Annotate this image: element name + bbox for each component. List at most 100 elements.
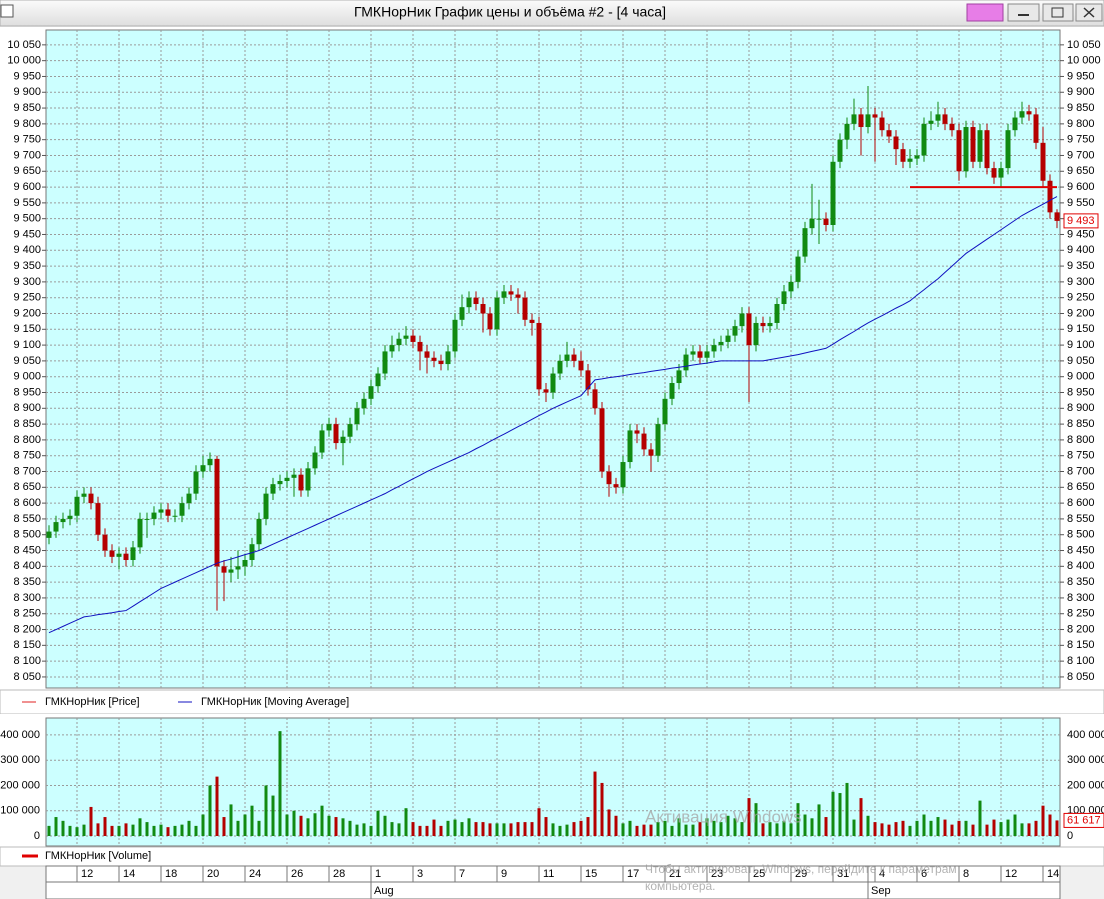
volume-bar bbox=[292, 810, 296, 836]
date-label: 14 bbox=[123, 868, 135, 880]
volume-bar bbox=[775, 823, 779, 836]
volume-bar bbox=[124, 823, 128, 836]
volume-bar bbox=[509, 823, 513, 836]
volume-bar bbox=[516, 822, 520, 836]
candle-body bbox=[361, 398, 367, 409]
volume-bar bbox=[866, 815, 870, 836]
candle-body bbox=[214, 458, 220, 567]
volume-bar bbox=[383, 815, 387, 836]
legend-label: ГМКНорНик [Moving Average] bbox=[201, 696, 349, 708]
volume-bar bbox=[299, 815, 303, 836]
volume-bar bbox=[362, 823, 366, 836]
y-tick-label: 9 650 bbox=[13, 165, 41, 177]
candle-body bbox=[340, 436, 346, 444]
volume-bar bbox=[250, 805, 254, 836]
y-tick-label-right: 8 500 bbox=[1067, 529, 1095, 541]
candle-body bbox=[312, 452, 318, 469]
candle-body bbox=[221, 566, 227, 573]
y-tick-label-right: 9 150 bbox=[1067, 323, 1095, 335]
volume-bar bbox=[201, 814, 205, 836]
volume-bar bbox=[621, 823, 625, 836]
y-tick-label: 8 300 bbox=[13, 592, 41, 604]
candle-body bbox=[396, 338, 402, 346]
candle-body bbox=[207, 458, 213, 466]
candle-body bbox=[522, 297, 528, 320]
y-tick-label: 9 350 bbox=[13, 260, 41, 272]
candle-body bbox=[46, 531, 52, 538]
candle-body bbox=[305, 468, 311, 491]
volume-tick-label-right: 200 000 bbox=[1067, 779, 1104, 791]
candle-body bbox=[144, 518, 150, 520]
candle-body bbox=[935, 114, 941, 121]
volume-bar bbox=[1020, 823, 1024, 836]
candle-body bbox=[697, 351, 703, 358]
candle-body bbox=[249, 544, 255, 561]
volume-bar bbox=[257, 820, 261, 836]
candle-body bbox=[298, 474, 304, 491]
candle-body bbox=[676, 370, 682, 384]
volume-bar bbox=[656, 822, 660, 836]
candle-body bbox=[284, 477, 290, 481]
candle-body bbox=[627, 430, 633, 463]
volume-bar bbox=[733, 818, 737, 836]
volume-bar bbox=[1034, 820, 1038, 836]
candle-body bbox=[172, 515, 178, 517]
maximize-button[interactable] bbox=[1042, 3, 1074, 22]
candle-body bbox=[515, 294, 521, 298]
volume-bar bbox=[838, 793, 842, 836]
date-label: 17 bbox=[627, 868, 639, 880]
y-tick-label-right: 9 800 bbox=[1067, 118, 1095, 130]
y-tick-label: 9 600 bbox=[13, 181, 41, 193]
window-icon[interactable] bbox=[0, 4, 14, 18]
candle-body bbox=[571, 354, 577, 361]
date-label: 29 bbox=[795, 868, 807, 880]
candle-body bbox=[1005, 130, 1011, 169]
volume-bar bbox=[453, 819, 457, 836]
volume-bar bbox=[551, 823, 555, 836]
volume-tick-label-right: 0 bbox=[1067, 830, 1073, 842]
title-bar bbox=[0, 0, 1104, 27]
candle-body bbox=[879, 117, 885, 131]
candle-body bbox=[1040, 142, 1046, 181]
volume-bar bbox=[971, 824, 975, 836]
y-tick-label: 9 300 bbox=[13, 276, 41, 288]
y-tick-label-right: 9 050 bbox=[1067, 355, 1095, 367]
candle-body bbox=[606, 471, 612, 485]
last-volume-box bbox=[1063, 812, 1104, 828]
y-tick-label-right: 8 550 bbox=[1067, 513, 1095, 525]
minimize-button[interactable] bbox=[1007, 3, 1040, 22]
candle-body bbox=[123, 553, 129, 561]
volume-bar bbox=[110, 825, 114, 836]
volume-bar bbox=[439, 825, 443, 836]
candle-body bbox=[802, 228, 808, 257]
volume-bar bbox=[754, 803, 758, 836]
y-tick-label: 9 500 bbox=[13, 213, 41, 225]
candle-body bbox=[865, 114, 871, 128]
y-tick-label-right: 9 100 bbox=[1067, 339, 1095, 351]
volume-bar bbox=[579, 820, 583, 836]
candle-body bbox=[494, 297, 500, 330]
y-tick-label: 8 800 bbox=[13, 434, 41, 446]
volume-bar bbox=[481, 822, 485, 836]
candle-body bbox=[445, 351, 451, 365]
price-plot bbox=[45, 29, 1061, 689]
date-label: 25 bbox=[753, 868, 765, 880]
candle-body bbox=[424, 351, 430, 358]
y-tick-label-right: 8 100 bbox=[1067, 655, 1095, 667]
pin-button[interactable] bbox=[966, 3, 1004, 22]
volume-bar bbox=[138, 818, 142, 836]
candle-body bbox=[557, 360, 563, 374]
volume-bar bbox=[607, 809, 611, 836]
y-tick-label-right: 8 150 bbox=[1067, 639, 1095, 651]
candle-body bbox=[942, 114, 948, 124]
volume-bar bbox=[950, 824, 954, 836]
volume-bar bbox=[831, 791, 835, 836]
volume-bar bbox=[670, 825, 674, 836]
candle-body bbox=[998, 168, 1004, 178]
date-label: 3 bbox=[417, 868, 423, 880]
volume-bar bbox=[75, 827, 79, 836]
watermark-line: компьютера. bbox=[645, 879, 716, 893]
volume-bar bbox=[397, 823, 401, 836]
volume-bar bbox=[348, 820, 352, 836]
